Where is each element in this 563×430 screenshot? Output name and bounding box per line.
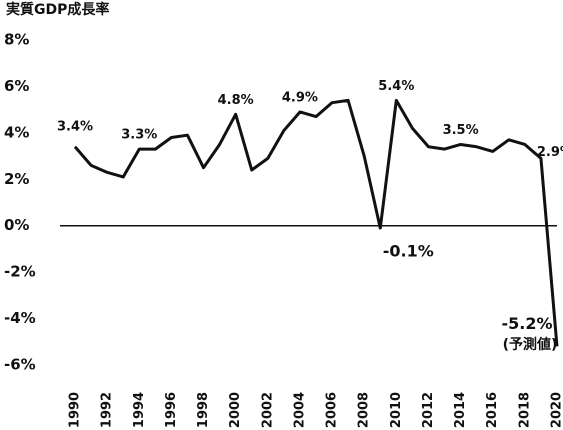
x-tick-label: 1992: [100, 392, 115, 428]
y-tick-label: 8%: [4, 31, 29, 49]
y-tick-label: 4%: [4, 123, 29, 141]
x-tick-label: 2014: [453, 392, 468, 428]
data-label: 2.9%: [537, 145, 563, 160]
annotation: (予測値): [503, 336, 558, 353]
x-tick-label: 2000: [228, 392, 243, 428]
x-tick-label: 2002: [260, 392, 275, 428]
data-label: 3.5%: [443, 123, 479, 138]
y-tick-label: 0%: [4, 216, 29, 234]
x-tick-label: 2018: [517, 392, 532, 428]
y-tick-label: -2%: [4, 263, 36, 281]
y-tick-label: 6%: [4, 77, 29, 95]
data-label: -0.1%: [383, 242, 434, 261]
x-tick-label: 1994: [132, 392, 147, 428]
data-label: -5.2%: [501, 314, 552, 333]
x-tick-label: 1996: [164, 392, 179, 428]
x-tick-label: 2004: [292, 392, 307, 428]
data-label: 3.4%: [57, 119, 93, 134]
x-tick-label: 2020: [550, 392, 563, 428]
x-tick-label: 2016: [485, 392, 500, 428]
data-label: 4.8%: [218, 93, 254, 108]
x-tick-label: 2012: [421, 392, 436, 428]
data-label: 4.9%: [282, 90, 318, 105]
x-tick-label: 2008: [357, 392, 372, 428]
x-tick-label: 1990: [68, 392, 83, 428]
x-tick-label: 2006: [325, 392, 340, 428]
y-tick-label: -6%: [4, 356, 36, 374]
data-label: 3.3%: [121, 128, 157, 143]
x-tick-label: 1998: [196, 392, 211, 428]
x-tick-label: 2010: [389, 392, 404, 428]
line: [73, 98, 559, 347]
y-tick-label: 2%: [4, 170, 29, 188]
data-label: 5.4%: [378, 79, 414, 94]
chart-title: 実質GDP成長率: [6, 1, 109, 18]
y-tick-label: -4%: [4, 309, 36, 327]
